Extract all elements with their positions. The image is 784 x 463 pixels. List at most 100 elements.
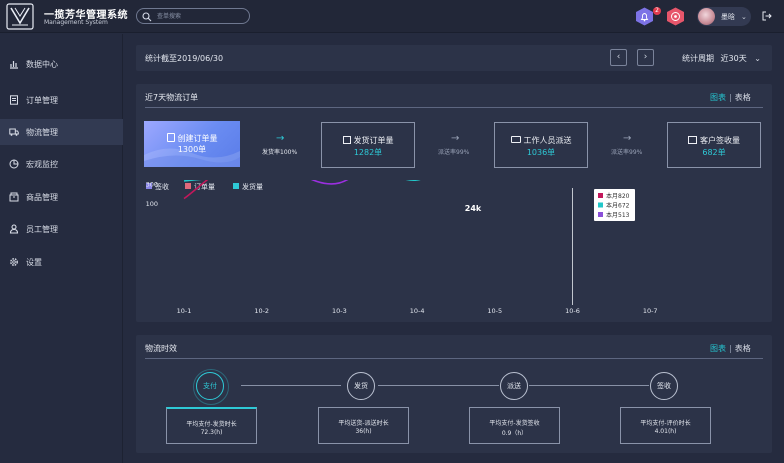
divider <box>145 107 763 108</box>
duration-box: 平均支付-发货时长 72.3(h) <box>166 407 257 444</box>
chevron-down-icon: ⌄ <box>741 13 747 21</box>
sidebar-item-staff[interactable]: 员工管理 <box>0 216 123 242</box>
next-period-button[interactable]: › <box>637 49 654 66</box>
sidebar-item-data-center[interactable]: 数据中心 <box>0 51 123 77</box>
sidebar-item-label: 设置 <box>26 258 42 267</box>
divider <box>145 358 763 359</box>
document-icon <box>166 133 175 142</box>
duration-box: 平均送货-派送时长 36(h) <box>318 407 409 444</box>
sidebar-item-monitoring[interactable]: 宏观监控 <box>0 151 123 177</box>
toggle-separator: | <box>729 344 732 353</box>
truck-icon <box>510 136 521 143</box>
target-icon[interactable] <box>666 7 685 26</box>
period-select[interactable]: 统计周期 近30天 ⌄ <box>682 53 761 64</box>
logistics-panel: 近7天物流订单 图表 | 表格 创建订单量 1300单 → 发货率100% 发货订单… <box>136 84 772 322</box>
card-wave-decoration <box>144 148 240 167</box>
card-value: 1300单 <box>177 145 207 154</box>
legend-label: 订单量 <box>194 182 215 191</box>
duration-label: 平均支付-发货时长 <box>186 421 237 428</box>
tooltip-swatch <box>598 193 603 198</box>
toggle-table[interactable]: 表格 <box>734 344 751 353</box>
card-shipped-orders[interactable]: 发货订单量 1282单 <box>321 122 415 168</box>
x-tick-label: 10-7 <box>643 307 658 315</box>
toggle-chart[interactable]: 图表 <box>710 344 726 353</box>
card-title: 发货订单量 <box>322 135 414 146</box>
series-line-order <box>183 98 733 200</box>
duration-label: 平均送货-派送时长 <box>338 420 389 427</box>
sidebar-item-products[interactable]: 商品管理 <box>0 184 123 210</box>
duration-value: 72.3(h) <box>200 429 223 436</box>
tooltip-swatch <box>598 212 603 217</box>
card-created-orders[interactable]: 创建订单量 1300单 <box>144 121 240 167</box>
panel-title: 物流时效 <box>145 344 177 353</box>
sidebar-item-orders[interactable]: 订单管理 <box>0 87 123 113</box>
logout-icon[interactable] <box>762 11 772 21</box>
x-tick-label: 10-4 <box>410 307 425 315</box>
arrow-right-icon: → <box>623 133 632 144</box>
view-toggle: 图表 | 表格 <box>710 343 751 354</box>
legend-swatch <box>185 183 191 189</box>
duration-value: 4.01(h) <box>654 428 677 435</box>
arrow-right-icon: → <box>276 133 285 144</box>
card-title: 创建订单量 <box>144 133 240 144</box>
series-line-sign <box>183 113 733 185</box>
sidebar-item-label: 商品管理 <box>26 193 58 202</box>
x-tick-label: 10-5 <box>487 307 502 315</box>
toggle-chart[interactable]: 图表 <box>710 93 726 102</box>
card-title-text: 创建订单量 <box>177 134 218 143</box>
filter-bar: 统计截至2019/06/30 ‹ › 统计周期 近30天 ⌄ <box>136 45 772 71</box>
duration-label: 平均支付-评价时长 <box>640 420 691 427</box>
prev-period-button[interactable]: ‹ <box>610 49 627 66</box>
card-title-text: 工作人员派送 <box>523 136 572 145</box>
card-staff-delivery[interactable]: 工作人员派送 1036单 <box>494 122 588 168</box>
step-deliver[interactable]: 派送 <box>500 372 528 400</box>
edit-icon <box>688 136 697 144</box>
user-menu[interactable]: 墨晗 ⌄ <box>697 7 751 26</box>
step-ship[interactable]: 发货 <box>347 372 375 400</box>
step-connector <box>241 385 341 386</box>
sidebar-item-label: 员工管理 <box>26 225 58 234</box>
chart-icon <box>10 61 18 69</box>
chart-canvas: 签收订单量发货量100300500700900110010-110-210-31… <box>141 98 733 315</box>
sidebar-item-label: 物流管理 <box>26 128 58 137</box>
toggle-table[interactable]: 表格 <box>734 93 751 102</box>
app-title: 一揽芳华管理系统 <box>44 10 128 21</box>
logistics-line-chart: 签收订单量发货量100300500700900110010-110-210-31… <box>136 98 772 322</box>
sidebar-item-logistics[interactable]: 物流管理 <box>0 119 123 145</box>
chevron-down-icon: ⌄ <box>754 54 761 63</box>
step-pay[interactable]: 支付 <box>193 369 229 405</box>
period-value: 近30天 <box>720 54 747 63</box>
series-line-ship <box>183 109 733 182</box>
rate-label: 派送率99% <box>611 149 643 156</box>
sidebar-item-settings[interactable]: 设置 <box>0 249 123 275</box>
tooltip-swatch <box>598 202 603 208</box>
card-value: 1282单 <box>353 148 383 157</box>
tooltip-value: 本月672 <box>606 202 630 210</box>
document-icon <box>10 95 18 105</box>
user-icon <box>9 224 19 234</box>
top-bar: 一揽芳华管理系统 Management System 2 墨晗 ⌄ <box>0 0 784 33</box>
legend-swatch <box>146 183 152 189</box>
box-icon <box>9 192 19 202</box>
x-tick-label: 10-2 <box>254 307 269 315</box>
step-connector <box>529 385 649 386</box>
app-logo-icon[interactable] <box>6 3 34 30</box>
card-title: 工作人员派送 <box>495 135 587 146</box>
pie-icon <box>9 159 19 169</box>
search-icon <box>142 12 152 22</box>
sidebar-item-label: 数据中心 <box>26 60 58 69</box>
panel-title: 近7天物流订单 <box>145 93 199 102</box>
search-box[interactable] <box>136 8 250 24</box>
search-input[interactable] <box>157 10 245 22</box>
timeliness-panel: 物流时效 图表 | 表格 支付 发货 派送 签收 平均支付-发货时长 72.3(h)… <box>136 335 772 453</box>
x-tick-label: 10-1 <box>177 307 192 315</box>
username: 墨晗 <box>721 13 735 21</box>
period-label: 统计周期 <box>682 54 714 63</box>
sidebar: 数据中心 订单管理 物流管理 宏观监控 商品管理 员工管理 设置 <box>0 34 123 463</box>
card-customer-signed[interactable]: 客户签收量 682单 <box>667 122 761 168</box>
step-sign[interactable]: 签收 <box>650 372 678 400</box>
sidebar-item-label: 宏观监控 <box>26 160 58 169</box>
notification-badge: 2 <box>653 7 661 15</box>
card-title-text: 发货订单量 <box>353 136 394 145</box>
bell-icon[interactable] <box>635 7 654 26</box>
